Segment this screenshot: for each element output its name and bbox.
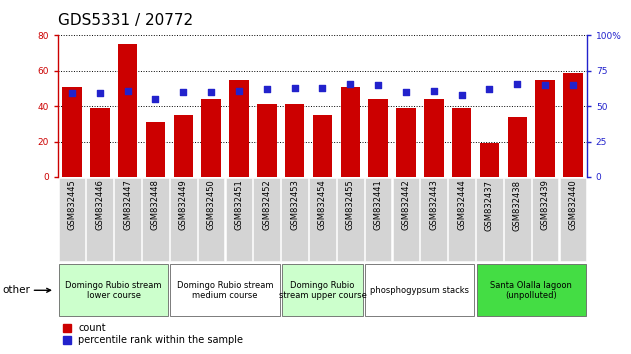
Text: other: other [3, 285, 30, 295]
Bar [392, 178, 419, 261]
Text: GSM832441: GSM832441 [374, 179, 382, 230]
Bar [174, 115, 193, 177]
Bar [448, 178, 475, 261]
Point [67, 91, 77, 96]
Bar [369, 99, 388, 177]
Bar [313, 115, 332, 177]
Text: GSM832445: GSM832445 [68, 179, 76, 230]
Point [428, 88, 439, 93]
Point [485, 86, 495, 92]
Bar [201, 99, 221, 177]
Text: GSM832453: GSM832453 [290, 179, 299, 230]
Bar [365, 264, 475, 316]
Point [457, 92, 467, 98]
Point [206, 89, 216, 95]
Bar [337, 178, 363, 261]
Bar [480, 143, 499, 177]
Point [512, 81, 522, 86]
Legend: count, percentile rank within the sample: count, percentile rank within the sample [63, 324, 244, 346]
Text: Santa Olalla lagoon
(unpolluted): Santa Olalla lagoon (unpolluted) [490, 281, 572, 300]
Text: Domingo Rubio
stream upper course: Domingo Rubio stream upper course [278, 281, 367, 300]
Point [345, 81, 355, 86]
Text: GSM832454: GSM832454 [318, 179, 327, 230]
Bar [420, 178, 447, 261]
Bar [281, 178, 308, 261]
Text: Domingo Rubio stream
lower course: Domingo Rubio stream lower course [66, 281, 162, 300]
Text: phosphogypsum stacks: phosphogypsum stacks [370, 286, 469, 295]
Text: GSM832450: GSM832450 [206, 179, 216, 230]
Point [234, 88, 244, 93]
Bar [560, 178, 586, 261]
Text: GSM832448: GSM832448 [151, 179, 160, 230]
Bar [282, 264, 363, 316]
Bar [170, 178, 197, 261]
Text: GSM832440: GSM832440 [569, 179, 577, 230]
Point [401, 89, 411, 95]
Bar [257, 104, 276, 177]
Point [178, 89, 188, 95]
Text: GSM832455: GSM832455 [346, 179, 355, 230]
Bar [309, 178, 336, 261]
Text: GSM832442: GSM832442 [401, 179, 410, 230]
Text: GSM832451: GSM832451 [235, 179, 244, 230]
Bar [59, 264, 168, 316]
Bar [504, 178, 531, 261]
Bar [424, 99, 444, 177]
Point [317, 85, 327, 91]
Bar [170, 264, 280, 316]
Bar [452, 108, 471, 177]
Bar [118, 44, 138, 177]
Point [122, 88, 133, 93]
Bar [532, 178, 558, 261]
Bar [59, 178, 85, 261]
Point [540, 82, 550, 88]
Bar [62, 87, 81, 177]
Text: GSM832447: GSM832447 [123, 179, 132, 230]
Bar [563, 73, 582, 177]
Bar [476, 178, 503, 261]
Bar [114, 178, 141, 261]
Bar [254, 178, 280, 261]
Bar [285, 104, 304, 177]
Text: GSM832437: GSM832437 [485, 179, 494, 230]
Bar [198, 178, 225, 261]
Bar [365, 178, 391, 261]
Bar [229, 80, 249, 177]
Bar [90, 108, 110, 177]
Bar [476, 264, 586, 316]
Text: GSM832444: GSM832444 [457, 179, 466, 230]
Text: GSM832443: GSM832443 [429, 179, 439, 230]
Point [373, 82, 383, 88]
Bar [507, 117, 527, 177]
Text: GSM832449: GSM832449 [179, 179, 188, 230]
Point [150, 96, 160, 102]
Text: GSM832452: GSM832452 [262, 179, 271, 230]
Point [290, 85, 300, 91]
Point [568, 82, 578, 88]
Bar [396, 108, 416, 177]
Text: GDS5331 / 20772: GDS5331 / 20772 [58, 13, 193, 28]
Bar [86, 178, 113, 261]
Bar [341, 87, 360, 177]
Bar [226, 178, 252, 261]
Point [95, 91, 105, 96]
Text: GSM832438: GSM832438 [513, 179, 522, 230]
Bar [146, 122, 165, 177]
Point [262, 86, 272, 92]
Text: GSM832446: GSM832446 [95, 179, 104, 230]
Text: Domingo Rubio stream
medium course: Domingo Rubio stream medium course [177, 281, 273, 300]
Bar [535, 80, 555, 177]
Text: GSM832439: GSM832439 [541, 179, 550, 230]
Bar [142, 178, 169, 261]
